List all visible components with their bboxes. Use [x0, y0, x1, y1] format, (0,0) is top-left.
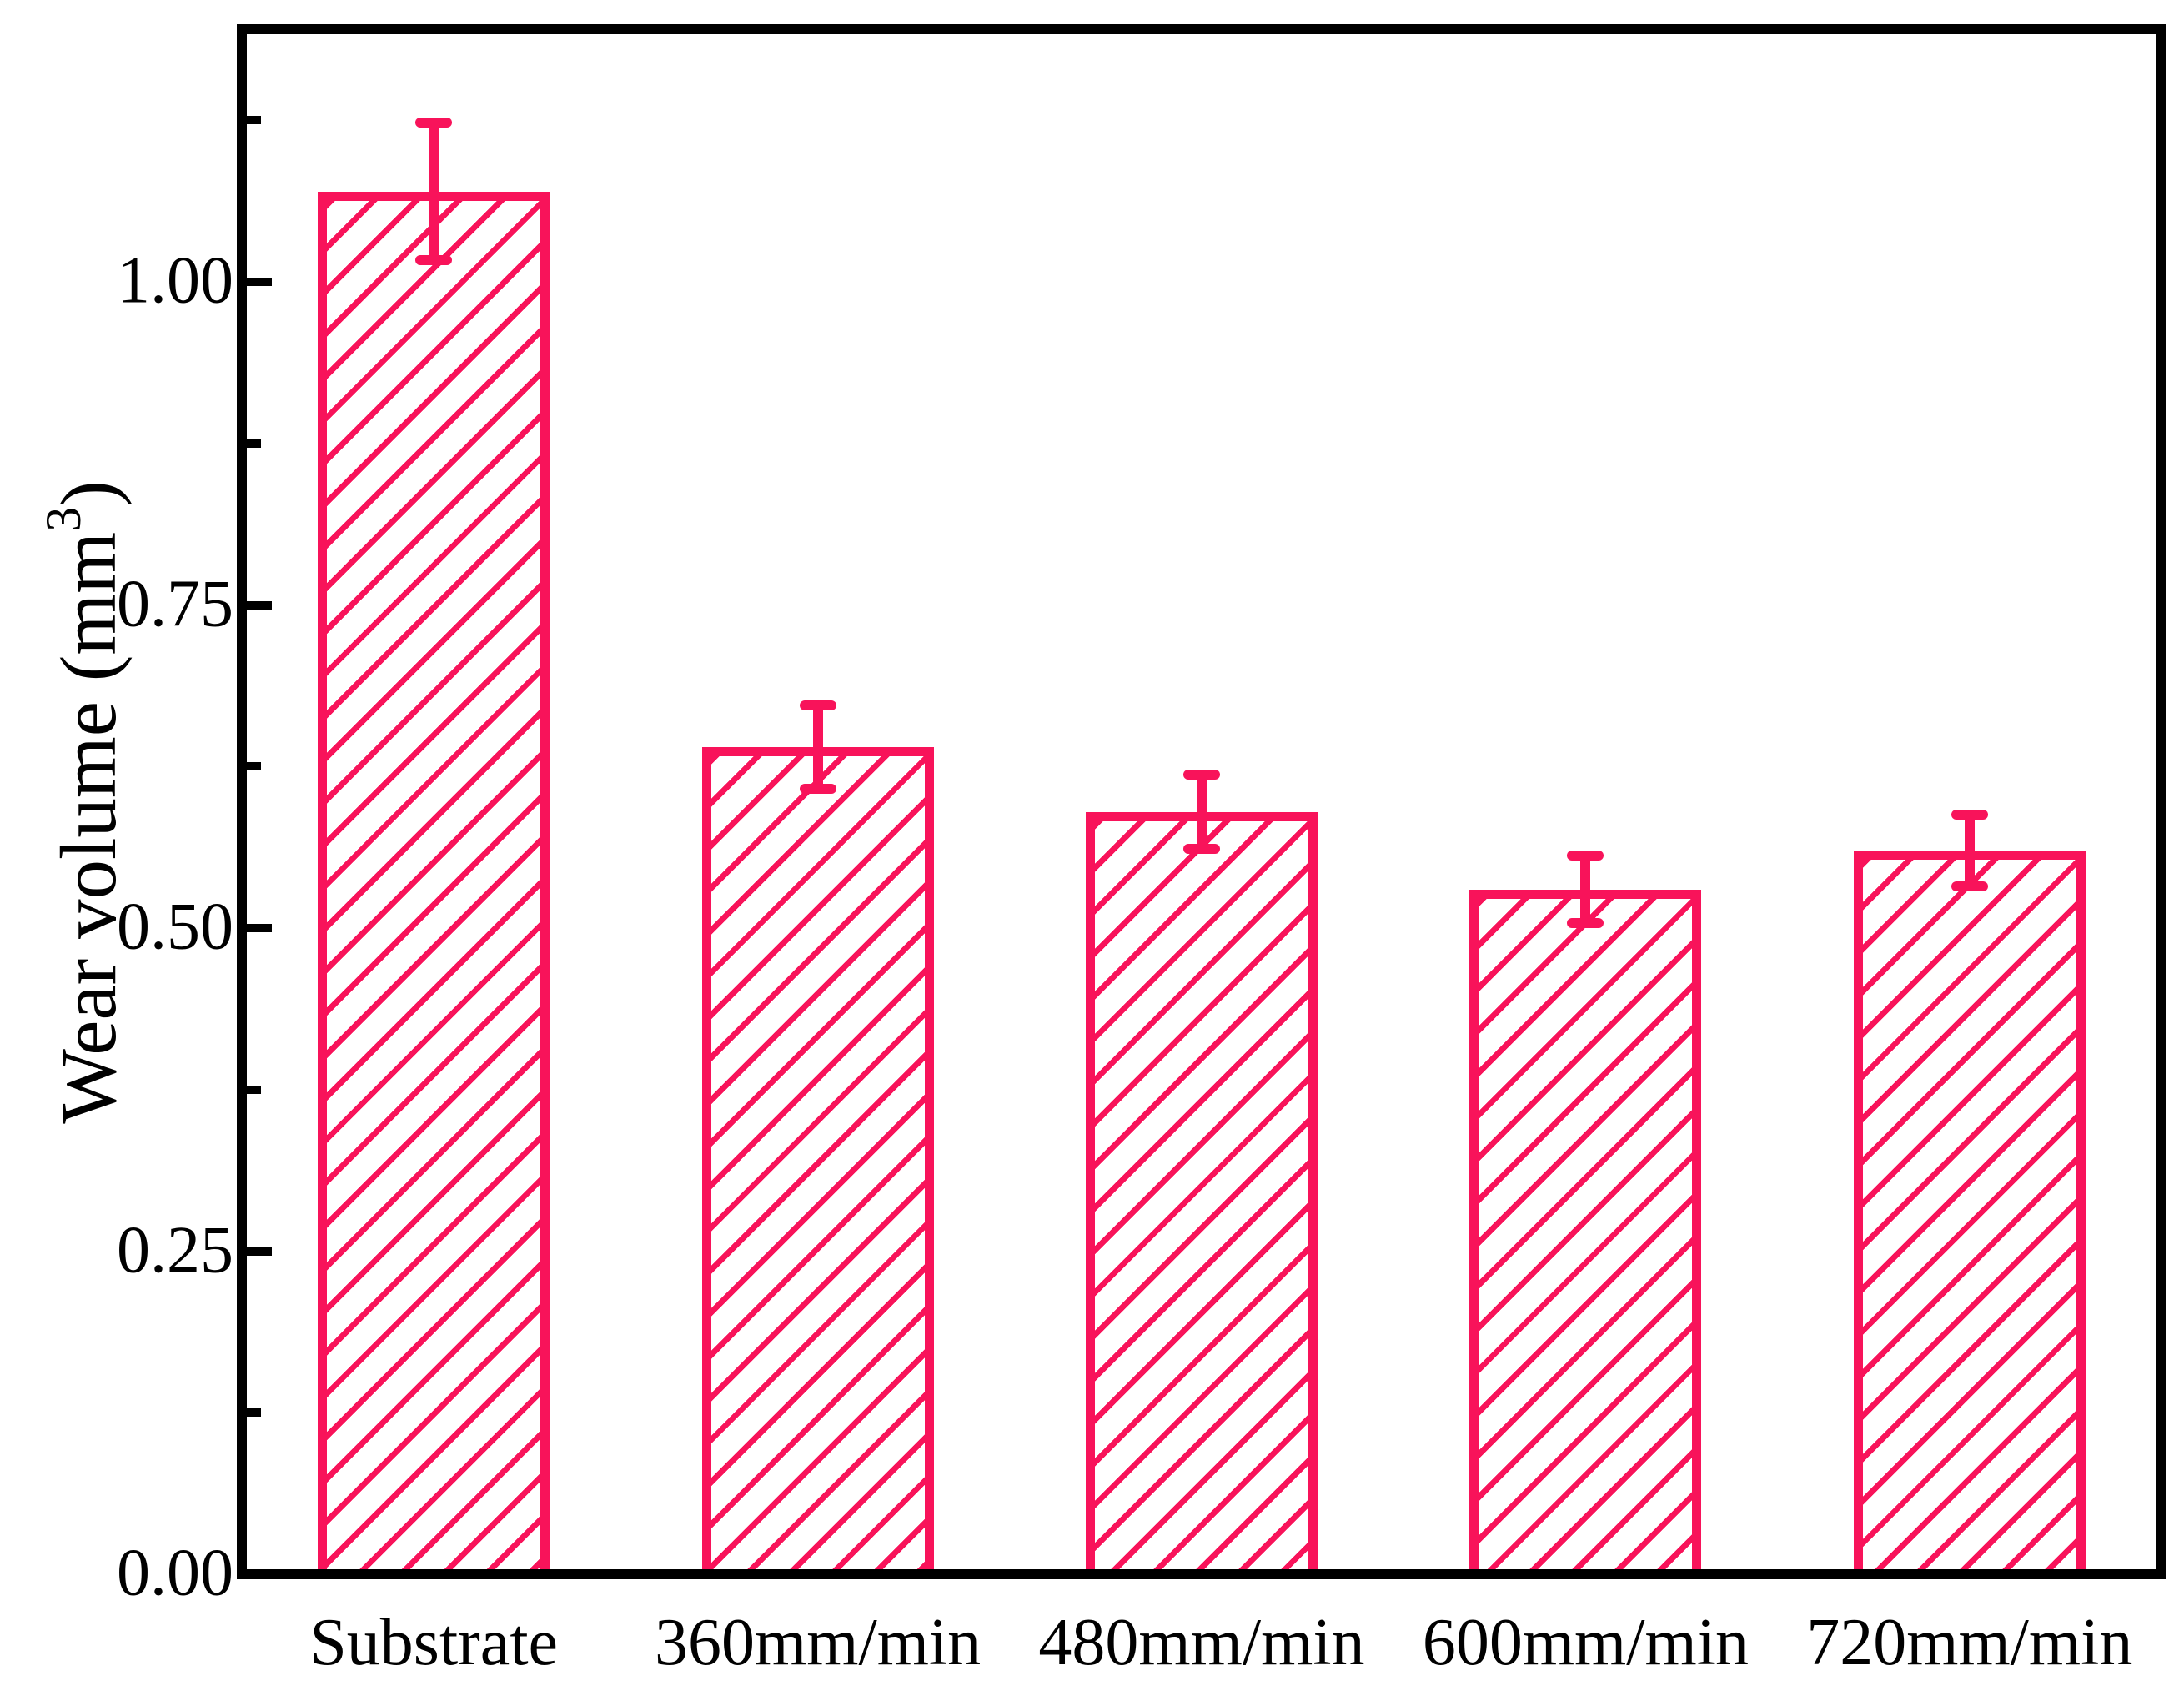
- y-axis-major-tick: [247, 1247, 272, 1256]
- x-category-label-360mm-min: 360mm/min: [655, 1606, 982, 1679]
- error-bar-bottom-cap: [415, 254, 453, 265]
- x-category-label-480mm-min: 480mm/min: [1038, 1606, 1365, 1679]
- y-axis-minor-tick: [247, 439, 261, 448]
- error-bar-stem: [1197, 774, 1207, 850]
- bar-720mm-min: [1853, 851, 2086, 1579]
- x-category-label-substrate: Substrate: [309, 1606, 559, 1679]
- bar-600mm-min: [1469, 889, 1702, 1579]
- error-bar-top-cap: [1183, 769, 1220, 780]
- error-bar-bottom-cap: [799, 783, 836, 794]
- error-bar-stem: [1964, 814, 1975, 887]
- error-bar-top-cap: [1951, 809, 1988, 820]
- y-axis-tick-label: 0.75: [117, 566, 233, 640]
- error-bar-stem: [429, 123, 439, 260]
- y-axis-major-tick: [247, 924, 272, 932]
- y-axis-tick-label: 0.00: [117, 1536, 233, 1610]
- bar-360mm-min: [701, 747, 934, 1579]
- error-bar-top-cap: [415, 118, 453, 128]
- error-bar-bottom-cap: [1183, 844, 1220, 855]
- y-axis-minor-tick: [247, 1085, 261, 1094]
- y-axis-major-tick: [247, 600, 272, 610]
- bar-480mm-min: [1086, 811, 1318, 1579]
- x-category-label-600mm-min: 600mm/min: [1422, 1606, 1749, 1679]
- error-bar-top-cap: [1567, 851, 1604, 861]
- y-axis-tick-label: 0.25: [117, 1212, 233, 1287]
- y-axis-tick-label: 0.50: [117, 890, 233, 964]
- bar-substrate: [318, 191, 550, 1579]
- y-axis-minor-tick: [247, 1408, 261, 1418]
- x-category-label-720mm-min: 720mm/min: [1806, 1606, 2133, 1679]
- error-bar-bottom-cap: [1951, 881, 1988, 892]
- error-bar-stem: [1580, 856, 1591, 923]
- error-bar-stem: [812, 705, 823, 789]
- y-axis-tick-label: 1.00: [117, 243, 233, 318]
- y-axis-minor-tick: [247, 116, 261, 125]
- error-bar-top-cap: [799, 700, 836, 711]
- error-bar-bottom-cap: [1567, 917, 1604, 928]
- y-axis-minor-tick: [247, 762, 261, 771]
- y-axis-major-tick: [247, 278, 272, 286]
